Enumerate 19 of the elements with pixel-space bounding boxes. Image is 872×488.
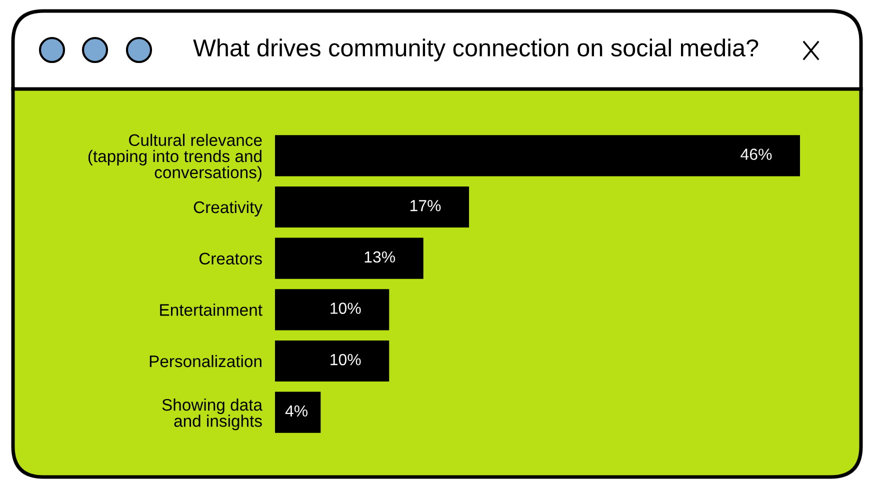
bar [275, 238, 424, 279]
y-tick-label: Creativity [194, 200, 262, 216]
bar [275, 340, 390, 382]
bar [275, 135, 800, 176]
bar [275, 289, 390, 330]
data-label: 4% [285, 405, 308, 417]
y-tick-label: Cultural relevance (tapping into trends and conversations) [88, 134, 262, 182]
y-tick-label: Creators [199, 252, 262, 265]
bar [275, 186, 470, 228]
chart-title: What drives community connection on social media? [193, 38, 758, 62]
y-tick-label: Showing data and insights [162, 398, 263, 430]
y-tick-label: Personalization [150, 354, 262, 368]
bar [275, 392, 321, 433]
y-tick-label: Entertainment [160, 304, 262, 316]
data-label: 46% [740, 148, 772, 160]
data-label: 17% [410, 200, 441, 212]
data-label: 13% [364, 251, 396, 263]
data-label: 10% [330, 302, 361, 314]
data-label: 10% [330, 354, 361, 366]
